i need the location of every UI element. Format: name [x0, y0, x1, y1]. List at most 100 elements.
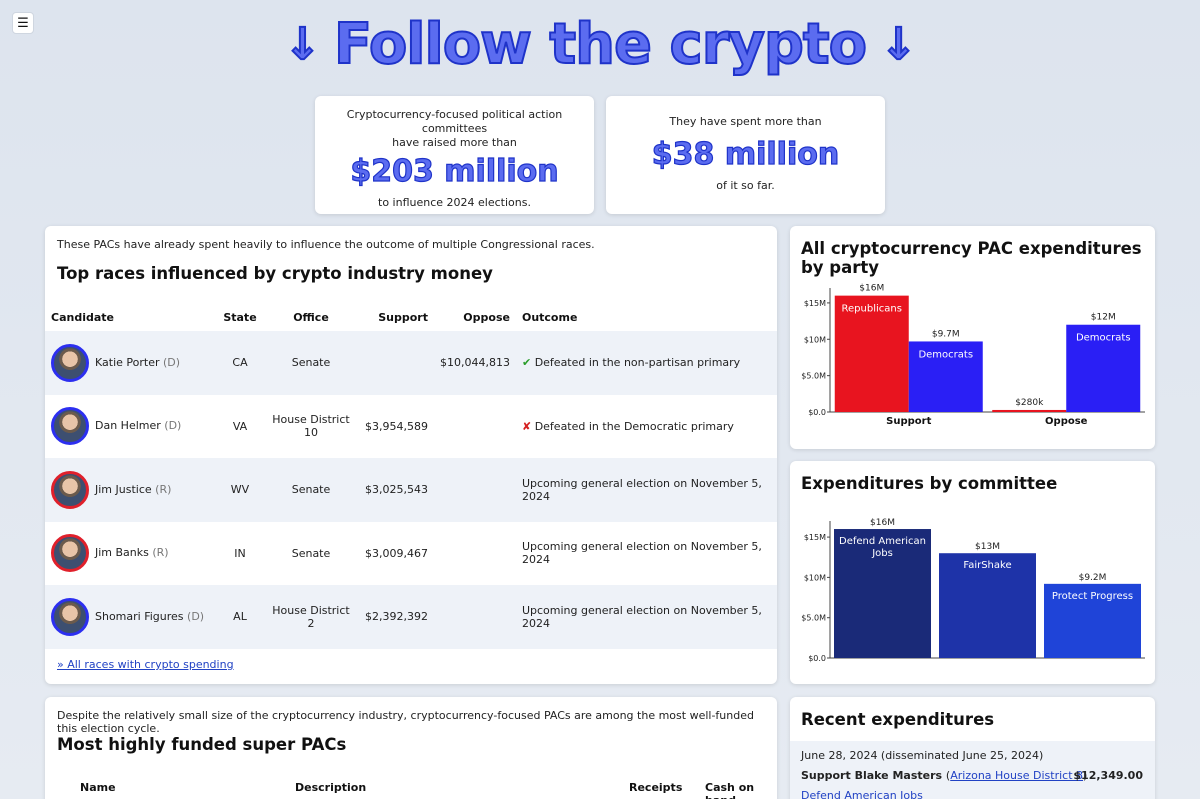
bar-category-label: Protect Progress — [1052, 591, 1133, 602]
column-header: Cash on hand — [705, 781, 755, 799]
bar — [834, 529, 931, 658]
bar — [1044, 583, 1141, 658]
bar-value-label: $13M — [975, 542, 1000, 552]
y-tick-label: $15M — [804, 533, 826, 542]
expenditure-label: Support Blake Masters (Arizona House Dis… — [801, 769, 1088, 782]
hamburger-icon: ☰ — [17, 15, 29, 31]
down-arrow-icon: ↓ — [283, 18, 322, 71]
office-cell: Senate — [263, 458, 359, 522]
races-intro: These PACs have already spent heavily to… — [57, 238, 595, 251]
page-title-text: Follow the crypto — [333, 11, 868, 78]
stat-value: $38 million — [651, 136, 840, 172]
state-cell: CA — [217, 331, 263, 395]
committee-bar-chart: $0.0 $5.0M $10M $15M $16M Defend AmericanJobs… — [801, 518, 1145, 663]
y-tick-label: $15M — [804, 299, 826, 308]
oppose-cell — [433, 585, 516, 649]
y-tick-label: $0.0 — [808, 408, 826, 417]
candidate-name: Jim Banks — [95, 546, 149, 560]
column-header: State — [223, 310, 257, 324]
party-bar-chart: $0.0 $5.0M $10M $15M $16M Republicans $9.7M Dem… — [801, 284, 1145, 427]
candidate-party: (D) — [163, 355, 181, 369]
candidate-photo — [51, 534, 89, 573]
support-cell: $3,025,543 — [359, 458, 434, 522]
chart-title: All cryptocurrency PAC expenditures by p… — [801, 239, 1142, 277]
table-row[interactable]: Dan Helmer (D) VA House District 10 $3,9… — [45, 395, 777, 459]
column-header: Outcome — [521, 310, 578, 324]
table-row[interactable]: Jim Banks (R) IN Senate $3,009,467 Upcom… — [45, 522, 777, 586]
stat-text: They have spent more than — [669, 115, 822, 128]
down-arrow-icon: ↓ — [879, 18, 918, 71]
support-cell: $3,009,467 — [365, 546, 428, 560]
stat-text: Cryptocurrency-focused political action … — [346, 108, 563, 135]
support-cell — [359, 331, 434, 395]
menu-button[interactable]: ☰ — [12, 12, 34, 34]
outcome-cell: ✔ Defeated in the non-partisan primary — [515, 331, 777, 395]
state-cell: IN — [234, 546, 246, 560]
bar-value-label: $16M — [859, 284, 884, 294]
expenditure-item: June 28, 2024 (disseminated June 25, 202… — [790, 741, 1155, 799]
bar-category-label: FairShake — [963, 560, 1011, 571]
column-header: Name — [80, 781, 116, 794]
candidate-party: (D) — [187, 609, 205, 623]
outcome-text: Defeated in the non-partisan primary — [534, 356, 741, 370]
page-title: ↓ Follow the crypto ↓ — [0, 10, 1200, 80]
support-cell: $3,954,589 — [365, 419, 428, 433]
bar — [992, 409, 1067, 412]
outcome-text: Defeated in the Democratic primary — [534, 419, 734, 433]
office-cell: House District 10 — [272, 413, 350, 440]
races-table: Candidate State Office Support Oppose Ou… — [45, 303, 777, 649]
candidate-name: Dan Helmer — [95, 419, 161, 433]
series-label: Democrats — [1076, 333, 1131, 344]
committee-link[interactable]: Defend American Jobs — [801, 789, 923, 799]
bar-value-label: $16M — [870, 518, 895, 528]
series-label: Democrats — [918, 349, 973, 360]
bar — [939, 553, 1036, 658]
y-tick-label: $5.0M — [801, 614, 826, 623]
candidate-party: (R) — [155, 482, 172, 496]
expenditure-amount: $12,349.00 — [1073, 769, 1143, 782]
bar-category-label: Jobs — [871, 548, 893, 559]
candidate-photo — [51, 597, 89, 636]
state-cell: WV — [217, 458, 263, 522]
y-tick-label: $10M — [804, 335, 826, 344]
x-category-label: Oppose — [1045, 416, 1088, 427]
chart-title: Expenditures by committee — [801, 474, 1058, 493]
bar-value-label: $280k — [1015, 398, 1044, 408]
column-header: Support — [378, 310, 428, 324]
race-link[interactable]: Arizona House District 8 — [950, 769, 1084, 782]
outcome-cell: Upcoming general election on November 5,… — [521, 540, 762, 567]
oppose-cell — [434, 522, 516, 586]
candidate-photo — [51, 470, 89, 509]
column-header: Description — [295, 781, 367, 794]
oppose-cell — [434, 395, 516, 459]
pacs-panel: Despite the relatively small size of the… — [45, 697, 777, 799]
series-label: Republicans — [842, 304, 902, 315]
office-cell: Senate — [263, 331, 359, 395]
y-tick-label: $0.0 — [808, 654, 826, 663]
pacs-title: Most highly funded super PACs — [57, 735, 347, 754]
table-row[interactable]: Katie Porter (D) CA Senate $10,044,813 ✔… — [45, 331, 777, 395]
table-row[interactable]: Jim Justice (R) WV Senate $3,025,543 Upc… — [45, 458, 777, 522]
pacs-intro: Despite the relatively small size of the… — [57, 709, 754, 735]
bar-value-label: $12M — [1091, 313, 1116, 323]
outcome-cell: Upcoming general election on November 5,… — [515, 585, 777, 649]
committee-chart-panel: Expenditures by committee $0.0 $5.0M $10M $… — [790, 461, 1155, 684]
all-races-link[interactable]: » All races with crypto spending — [57, 658, 234, 671]
x-category-label: Support — [886, 416, 931, 427]
bar — [834, 295, 909, 412]
office-cell: House District 2 — [263, 585, 359, 649]
bar-category-label: Defend American — [839, 536, 926, 547]
column-header: Receipts — [629, 781, 683, 794]
check-icon: ✔ — [521, 356, 532, 370]
column-header: Office — [293, 310, 329, 324]
bar-value-label: $9.7M — [932, 329, 960, 339]
recent-expenditures-panel: Recent expenditures June 28, 2024 (disse… — [790, 697, 1155, 799]
cross-icon: ✘ — [521, 419, 532, 433]
y-tick-label: $5.0M — [801, 372, 826, 381]
candidate-name: Katie Porter — [95, 355, 160, 369]
expenditure-target: Support Blake Masters — [801, 769, 943, 782]
column-header: Oppose — [463, 310, 510, 324]
state-cell: AL — [217, 585, 263, 649]
candidate-party: (D) — [164, 419, 182, 433]
table-row[interactable]: Shomari Figures (D) AL House District 2 … — [45, 585, 777, 649]
